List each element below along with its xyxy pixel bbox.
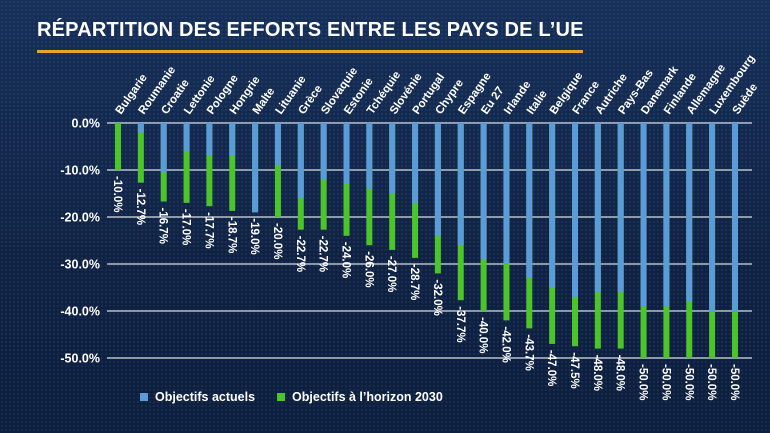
data-label: -16.7% xyxy=(157,207,169,243)
data-label: -19.0% xyxy=(248,218,260,254)
bar-current xyxy=(640,123,647,307)
data-label: -47.0% xyxy=(545,350,557,386)
bar-current xyxy=(320,123,327,180)
bar-current xyxy=(274,123,281,166)
bar-current xyxy=(252,123,259,213)
data-label: -22.7% xyxy=(317,236,329,272)
bar-current xyxy=(412,123,419,203)
data-label: -48.0% xyxy=(614,355,626,391)
chart-title: RÉPARTITION DES EFFORTS ENTRE LES PAYS D… xyxy=(37,19,584,41)
y-tick-label: -20.0% xyxy=(60,211,100,225)
legend-label-current: Objectifs actuels xyxy=(155,390,256,404)
data-label: -40.0% xyxy=(477,317,489,353)
bar-current xyxy=(434,123,441,236)
bar-target-2030 xyxy=(137,123,144,183)
bar-target-2030 xyxy=(183,123,190,203)
bar-current xyxy=(503,123,510,264)
bar-target-2030 xyxy=(206,123,213,207)
bar-current xyxy=(343,123,350,185)
data-label: -28.7% xyxy=(408,264,420,300)
bar-target-2030 xyxy=(229,123,236,211)
data-label: -22.7% xyxy=(294,236,306,272)
y-tick-label: -10.0% xyxy=(60,164,100,178)
bar-current xyxy=(480,123,487,260)
bar-target-2030 xyxy=(274,123,281,217)
data-label: -43.7% xyxy=(522,334,534,370)
bar-current xyxy=(572,123,578,297)
gridlines xyxy=(107,122,752,359)
bar-current xyxy=(206,123,213,156)
data-label: -12.7% xyxy=(134,189,146,225)
y-tick-label: -50.0% xyxy=(60,352,100,366)
bars xyxy=(115,123,738,358)
x-axis-category-labels: BulgarieRoumanieCroatieLettoniePologneHo… xyxy=(114,53,761,117)
y-tick-label: -40.0% xyxy=(60,305,100,319)
data-label: -27.0% xyxy=(385,256,397,292)
data-label: -20.0% xyxy=(271,223,283,259)
legend: Objectifs actuels Objectifs à l’horizon … xyxy=(140,390,465,404)
data-label: -32.0% xyxy=(431,279,443,315)
data-label: -37.7% xyxy=(454,306,466,342)
data-label: -50.0% xyxy=(659,364,671,400)
data-label: -50.0% xyxy=(637,364,649,400)
bar-current xyxy=(709,123,716,311)
bar-target-2030 xyxy=(115,123,121,170)
bar-current xyxy=(686,123,693,302)
bar-current xyxy=(663,123,670,307)
data-label: -24.0% xyxy=(340,242,352,278)
bar-current xyxy=(183,123,190,152)
bar-current xyxy=(229,123,236,156)
bar-current xyxy=(731,123,738,311)
bar-current xyxy=(160,123,167,173)
bar-current xyxy=(617,123,624,293)
legend-label-2030: Objectifs à l’horizon 2030 xyxy=(292,390,443,404)
data-label: -17.0% xyxy=(180,209,192,245)
legend-item-2030: Objectifs à l’horizon 2030 xyxy=(277,390,443,404)
legend-swatch-current xyxy=(140,393,148,401)
data-label: -10.0% xyxy=(111,176,123,212)
title-underline xyxy=(37,50,583,53)
y-tick-label: -30.0% xyxy=(60,258,100,272)
bar-current xyxy=(457,123,464,246)
data-label: -48.0% xyxy=(591,355,603,391)
y-axis-tick-labels: 0.0% -10.0% -20.0% -30.0% -40.0% -50.0% xyxy=(60,117,100,366)
legend-swatch-2030 xyxy=(277,393,286,401)
bar-current xyxy=(366,123,373,189)
bar-current xyxy=(389,123,396,194)
data-label: -17.7% xyxy=(202,212,214,248)
bar-current xyxy=(526,123,533,279)
y-tick-label: 0.0% xyxy=(72,117,101,131)
bar-current xyxy=(297,123,304,199)
data-label: -50.0% xyxy=(682,364,694,400)
data-labels: -10.0% -12.7% -16.7% -17.0% -17.7% -18.7% -19.… xyxy=(111,176,740,400)
bar-current xyxy=(137,123,144,133)
data-label: -18.7% xyxy=(225,217,237,253)
data-label: -50.0% xyxy=(728,364,740,400)
data-label: -50.0% xyxy=(705,364,717,400)
data-label: -42.0% xyxy=(499,326,511,362)
data-label: -47.5% xyxy=(568,352,580,388)
bar-current xyxy=(594,123,601,293)
bar-current xyxy=(549,123,556,288)
legend-item-current: Objectifs actuels xyxy=(140,390,255,404)
data-label: -26.0% xyxy=(362,251,374,287)
